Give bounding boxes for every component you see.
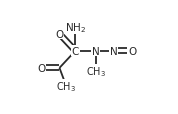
Text: CH$_3$: CH$_3$	[56, 79, 76, 93]
Text: O: O	[128, 46, 136, 56]
Text: N: N	[92, 46, 100, 56]
Text: CH$_3$: CH$_3$	[86, 65, 106, 78]
Text: O: O	[37, 63, 45, 73]
Text: N: N	[110, 46, 118, 56]
Text: C: C	[72, 46, 79, 56]
Text: NH$_2$: NH$_2$	[65, 21, 86, 35]
Text: O: O	[55, 30, 64, 39]
